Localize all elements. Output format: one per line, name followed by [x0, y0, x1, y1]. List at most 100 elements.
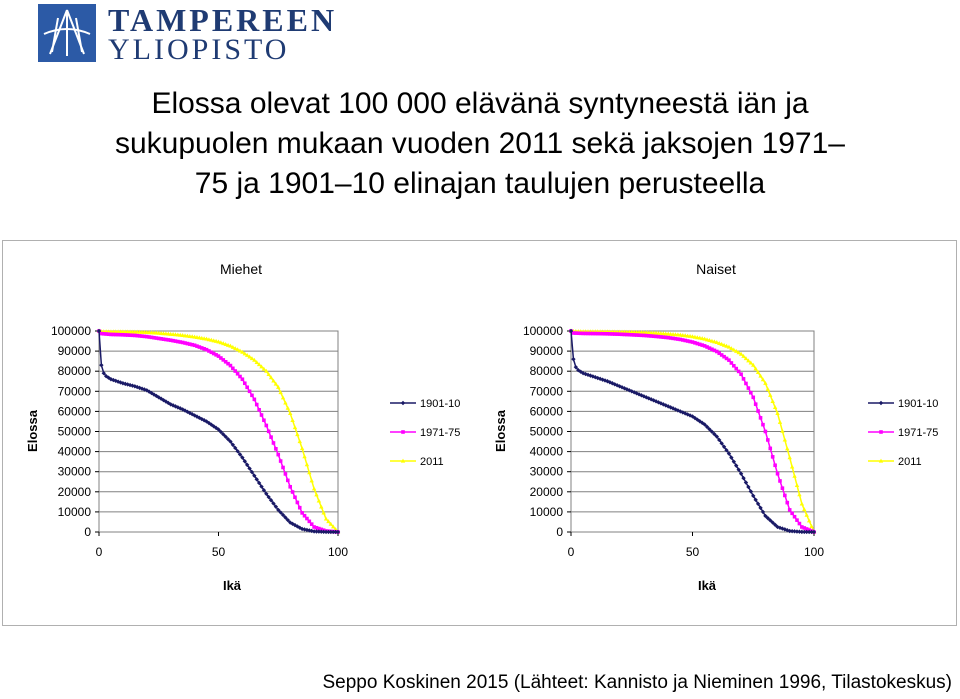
marker-point: [278, 459, 283, 463]
y-tick-label: 10000: [58, 505, 92, 519]
marker-point: [109, 332, 113, 337]
x-tick-label: 0: [96, 545, 103, 559]
logo-text-line1: TAMPEREEN: [108, 2, 338, 38]
marker-point: [128, 333, 132, 337]
marker-point: [758, 505, 763, 511]
university-logo: TAMPEREEN YLIOPISTO: [38, 2, 348, 66]
marker-point: [804, 527, 809, 531]
marker-point: [787, 528, 792, 534]
marker-point: [690, 340, 695, 344]
marker-point: [197, 345, 202, 349]
marker-point: [96, 328, 102, 334]
marker-point: [226, 361, 230, 366]
marker-point: [717, 340, 722, 345]
marker-point: [276, 452, 281, 457]
legend-item-1901-10: 1901-10: [868, 398, 938, 410]
marker-point: [878, 458, 884, 463]
y-tick-label: 70000: [530, 384, 564, 398]
chart-1: Miehet 0 10000 20000 30000 40000 50000 60000 700…: [25, 261, 460, 593]
marker-point: [878, 400, 884, 406]
series-1901-10: [96, 328, 341, 535]
marker-point: [726, 451, 732, 456]
marker-point: [765, 515, 771, 521]
marker-point: [656, 400, 661, 405]
marker-point: [792, 473, 797, 478]
marker-point: [748, 360, 754, 365]
marker-point: [789, 528, 795, 534]
marker-point: [221, 358, 226, 362]
y-tick-label: 100000: [51, 324, 91, 338]
marker-point: [714, 340, 719, 345]
marker-point: [785, 446, 790, 451]
marker-point: [800, 525, 804, 529]
marker-point: [741, 353, 746, 358]
marker-point: [135, 333, 140, 338]
marker-point: [302, 513, 307, 518]
marker-point: [233, 369, 238, 373]
marker-point: [775, 411, 780, 416]
marker-point: [125, 333, 130, 337]
marker-point: [632, 333, 636, 337]
marker-point: [785, 527, 790, 533]
marker-point: [704, 337, 710, 342]
marker-point: [610, 332, 615, 336]
marker-point: [142, 387, 147, 392]
marker-point: [249, 356, 255, 361]
marker-point: [176, 339, 180, 344]
marker-point: [164, 337, 168, 342]
marker-point: [221, 432, 226, 437]
marker-point: [802, 526, 807, 530]
marker-point: [223, 434, 228, 439]
marker-point: [612, 332, 617, 336]
marker-point: [151, 392, 157, 397]
marker-point: [794, 482, 800, 487]
marker-point: [290, 418, 295, 423]
marker-point: [309, 528, 314, 534]
marker-point: [152, 335, 156, 340]
marker-point: [571, 356, 576, 362]
marker-point: [273, 504, 279, 509]
marker-point: [659, 335, 663, 339]
marker-point: [233, 445, 238, 451]
marker-point: [271, 441, 276, 445]
marker-point: [261, 487, 267, 493]
marker-point: [335, 529, 341, 535]
marker-point: [244, 462, 250, 468]
marker-point: [323, 516, 329, 521]
y-tick-label: 0: [84, 525, 91, 539]
marker-point: [648, 397, 654, 402]
marker-point: [712, 339, 717, 344]
marker-point: [654, 334, 658, 339]
marker-point: [257, 407, 261, 412]
marker-point: [247, 354, 252, 359]
marker-point: [734, 366, 739, 371]
marker-point: [307, 528, 312, 533]
marker-point: [743, 480, 749, 485]
y-axis-label: Elossa: [25, 409, 40, 452]
marker-point: [235, 448, 240, 454]
marker-point: [724, 356, 729, 361]
marker-point: [789, 464, 795, 469]
marker-point: [768, 392, 773, 397]
marker-point: [758, 373, 763, 378]
marker-point: [721, 342, 727, 347]
marker-point: [328, 521, 334, 526]
marker-point: [321, 510, 326, 515]
marker-point: [101, 371, 106, 376]
marker-point: [595, 331, 600, 336]
marker-point: [228, 439, 233, 444]
marker-point: [768, 518, 773, 523]
marker-point: [749, 390, 753, 395]
y-tick-label: 10000: [530, 505, 564, 519]
marker-point: [642, 333, 646, 338]
marker-point: [401, 430, 405, 434]
marker-point: [307, 470, 312, 475]
marker-point: [804, 512, 809, 517]
marker-point: [627, 332, 632, 337]
y-tick-label: 50000: [530, 425, 564, 439]
marker-point: [576, 367, 581, 373]
marker-point: [666, 335, 670, 340]
marker-point: [237, 348, 243, 353]
marker-point: [178, 340, 183, 344]
marker-point: [649, 334, 653, 338]
